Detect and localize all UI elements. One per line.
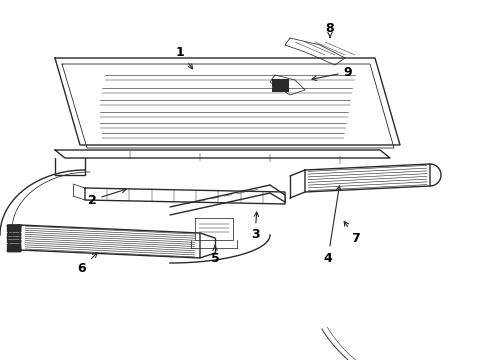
Text: 3: 3 xyxy=(251,212,259,242)
Text: 2: 2 xyxy=(88,188,126,207)
Text: 5: 5 xyxy=(211,246,220,265)
Text: 1: 1 xyxy=(175,45,193,69)
Text: 4: 4 xyxy=(323,186,341,265)
Text: 6: 6 xyxy=(78,253,97,274)
Text: 9: 9 xyxy=(312,66,352,81)
Text: 7: 7 xyxy=(344,221,359,244)
Text: 8: 8 xyxy=(326,22,334,37)
